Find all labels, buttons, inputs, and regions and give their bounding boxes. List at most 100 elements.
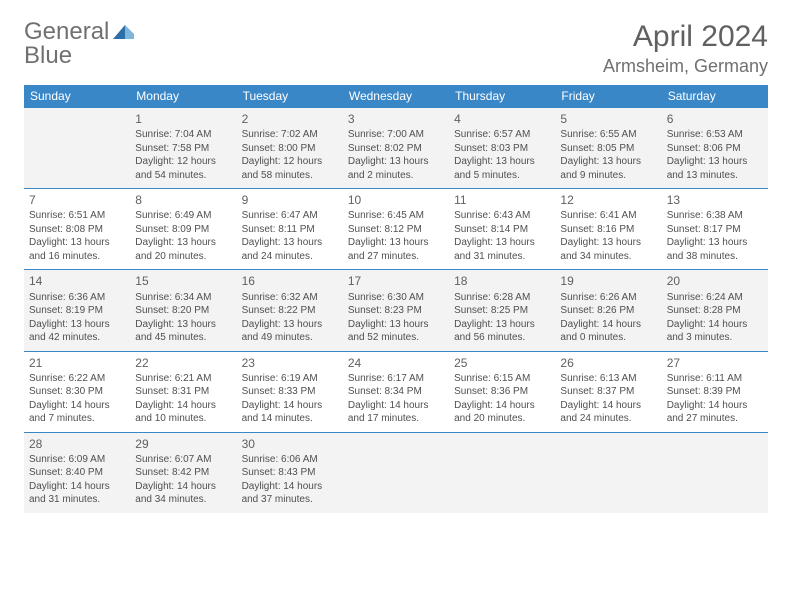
sunrise-line: Sunrise: 6:36 AM	[29, 291, 125, 305]
sunrise-line: Sunrise: 6:26 AM	[560, 291, 656, 305]
daylight-line: Daylight: 13 hours and 42 minutes.	[29, 318, 125, 345]
logo-triangle-icon	[112, 24, 136, 40]
day-number: 25	[454, 355, 550, 371]
daylight-line: Daylight: 13 hours and 9 minutes.	[560, 155, 656, 182]
sunset-line: Sunset: 8:43 PM	[242, 466, 338, 480]
calendar-table: Sunday Monday Tuesday Wednesday Thursday…	[24, 85, 768, 513]
location: Armsheim, Germany	[603, 56, 768, 77]
daylight-line: Daylight: 14 hours and 17 minutes.	[348, 399, 444, 426]
week-row: 7Sunrise: 6:51 AMSunset: 8:08 PMDaylight…	[24, 189, 768, 270]
day-cell: 20Sunrise: 6:24 AMSunset: 8:28 PMDayligh…	[662, 270, 768, 351]
daylight-line: Daylight: 13 hours and 52 minutes.	[348, 318, 444, 345]
weekday-header: Sunday	[24, 85, 130, 108]
daylight-line: Daylight: 13 hours and 27 minutes.	[348, 236, 444, 263]
sunset-line: Sunset: 8:30 PM	[29, 385, 125, 399]
daylight-line: Daylight: 13 hours and 56 minutes.	[454, 318, 550, 345]
daylight-line: Daylight: 14 hours and 0 minutes.	[560, 318, 656, 345]
daylight-line: Daylight: 13 hours and 34 minutes.	[560, 236, 656, 263]
day-cell	[343, 432, 449, 513]
day-number: 1	[135, 111, 231, 127]
day-number: 12	[560, 192, 656, 208]
day-number: 13	[667, 192, 763, 208]
day-number: 3	[348, 111, 444, 127]
daylight-line: Daylight: 13 hours and 38 minutes.	[667, 236, 763, 263]
weekday-header: Friday	[555, 85, 661, 108]
sunrise-line: Sunrise: 6:32 AM	[242, 291, 338, 305]
day-cell	[24, 108, 130, 189]
sunrise-line: Sunrise: 6:47 AM	[242, 209, 338, 223]
weekday-header: Thursday	[449, 85, 555, 108]
sunrise-line: Sunrise: 6:24 AM	[667, 291, 763, 305]
day-number: 27	[667, 355, 763, 371]
sunset-line: Sunset: 8:40 PM	[29, 466, 125, 480]
day-cell: 7Sunrise: 6:51 AMSunset: 8:08 PMDaylight…	[24, 189, 130, 270]
weekday-header: Wednesday	[343, 85, 449, 108]
sunset-line: Sunset: 8:11 PM	[242, 223, 338, 237]
sunrise-line: Sunrise: 6:34 AM	[135, 291, 231, 305]
day-cell: 12Sunrise: 6:41 AMSunset: 8:16 PMDayligh…	[555, 189, 661, 270]
weekday-header-row: Sunday Monday Tuesday Wednesday Thursday…	[24, 85, 768, 108]
day-cell	[555, 432, 661, 513]
day-cell: 13Sunrise: 6:38 AMSunset: 8:17 PMDayligh…	[662, 189, 768, 270]
day-cell: 19Sunrise: 6:26 AMSunset: 8:26 PMDayligh…	[555, 270, 661, 351]
day-number: 2	[242, 111, 338, 127]
day-cell	[662, 432, 768, 513]
day-number: 4	[454, 111, 550, 127]
sunset-line: Sunset: 8:08 PM	[29, 223, 125, 237]
weekday-header: Tuesday	[237, 85, 343, 108]
daylight-line: Daylight: 14 hours and 10 minutes.	[135, 399, 231, 426]
sunrise-line: Sunrise: 6:11 AM	[667, 372, 763, 386]
day-number: 21	[29, 355, 125, 371]
sunrise-line: Sunrise: 6:51 AM	[29, 209, 125, 223]
day-number: 9	[242, 192, 338, 208]
sunrise-line: Sunrise: 6:41 AM	[560, 209, 656, 223]
sunset-line: Sunset: 8:03 PM	[454, 142, 550, 156]
sunset-line: Sunset: 8:00 PM	[242, 142, 338, 156]
sunset-line: Sunset: 8:22 PM	[242, 304, 338, 318]
daylight-line: Daylight: 14 hours and 37 minutes.	[242, 480, 338, 507]
day-cell: 10Sunrise: 6:45 AMSunset: 8:12 PMDayligh…	[343, 189, 449, 270]
sunrise-line: Sunrise: 6:45 AM	[348, 209, 444, 223]
week-row: 21Sunrise: 6:22 AMSunset: 8:30 PMDayligh…	[24, 351, 768, 432]
sunset-line: Sunset: 8:16 PM	[560, 223, 656, 237]
sunset-line: Sunset: 8:42 PM	[135, 466, 231, 480]
day-cell: 5Sunrise: 6:55 AMSunset: 8:05 PMDaylight…	[555, 108, 661, 189]
sunrise-line: Sunrise: 6:15 AM	[454, 372, 550, 386]
logo-text-2: Blue	[24, 44, 136, 68]
day-number: 6	[667, 111, 763, 127]
sunrise-line: Sunrise: 6:28 AM	[454, 291, 550, 305]
daylight-line: Daylight: 13 hours and 24 minutes.	[242, 236, 338, 263]
daylight-line: Daylight: 13 hours and 16 minutes.	[29, 236, 125, 263]
daylight-line: Daylight: 14 hours and 31 minutes.	[29, 480, 125, 507]
title-block: April 2024 Armsheim, Germany	[603, 20, 768, 77]
daylight-line: Daylight: 13 hours and 2 minutes.	[348, 155, 444, 182]
sunset-line: Sunset: 8:34 PM	[348, 385, 444, 399]
day-number: 24	[348, 355, 444, 371]
day-cell: 11Sunrise: 6:43 AMSunset: 8:14 PMDayligh…	[449, 189, 555, 270]
day-cell: 30Sunrise: 6:06 AMSunset: 8:43 PMDayligh…	[237, 432, 343, 513]
sunset-line: Sunset: 8:17 PM	[667, 223, 763, 237]
day-number: 14	[29, 273, 125, 289]
sunrise-line: Sunrise: 6:55 AM	[560, 128, 656, 142]
daylight-line: Daylight: 12 hours and 54 minutes.	[135, 155, 231, 182]
logo: GeneralBlue	[24, 20, 136, 68]
sunrise-line: Sunrise: 6:49 AM	[135, 209, 231, 223]
day-number: 11	[454, 192, 550, 208]
day-cell: 17Sunrise: 6:30 AMSunset: 8:23 PMDayligh…	[343, 270, 449, 351]
day-number: 17	[348, 273, 444, 289]
sunset-line: Sunset: 8:06 PM	[667, 142, 763, 156]
day-number: 19	[560, 273, 656, 289]
sunrise-line: Sunrise: 6:38 AM	[667, 209, 763, 223]
day-cell: 16Sunrise: 6:32 AMSunset: 8:22 PMDayligh…	[237, 270, 343, 351]
daylight-line: Daylight: 14 hours and 27 minutes.	[667, 399, 763, 426]
day-number: 28	[29, 436, 125, 452]
day-cell: 24Sunrise: 6:17 AMSunset: 8:34 PMDayligh…	[343, 351, 449, 432]
day-number: 16	[242, 273, 338, 289]
day-number: 10	[348, 192, 444, 208]
weekday-header: Monday	[130, 85, 236, 108]
sunrise-line: Sunrise: 6:53 AM	[667, 128, 763, 142]
sunrise-line: Sunrise: 6:07 AM	[135, 453, 231, 467]
day-number: 22	[135, 355, 231, 371]
daylight-line: Daylight: 12 hours and 58 minutes.	[242, 155, 338, 182]
sunrise-line: Sunrise: 6:13 AM	[560, 372, 656, 386]
